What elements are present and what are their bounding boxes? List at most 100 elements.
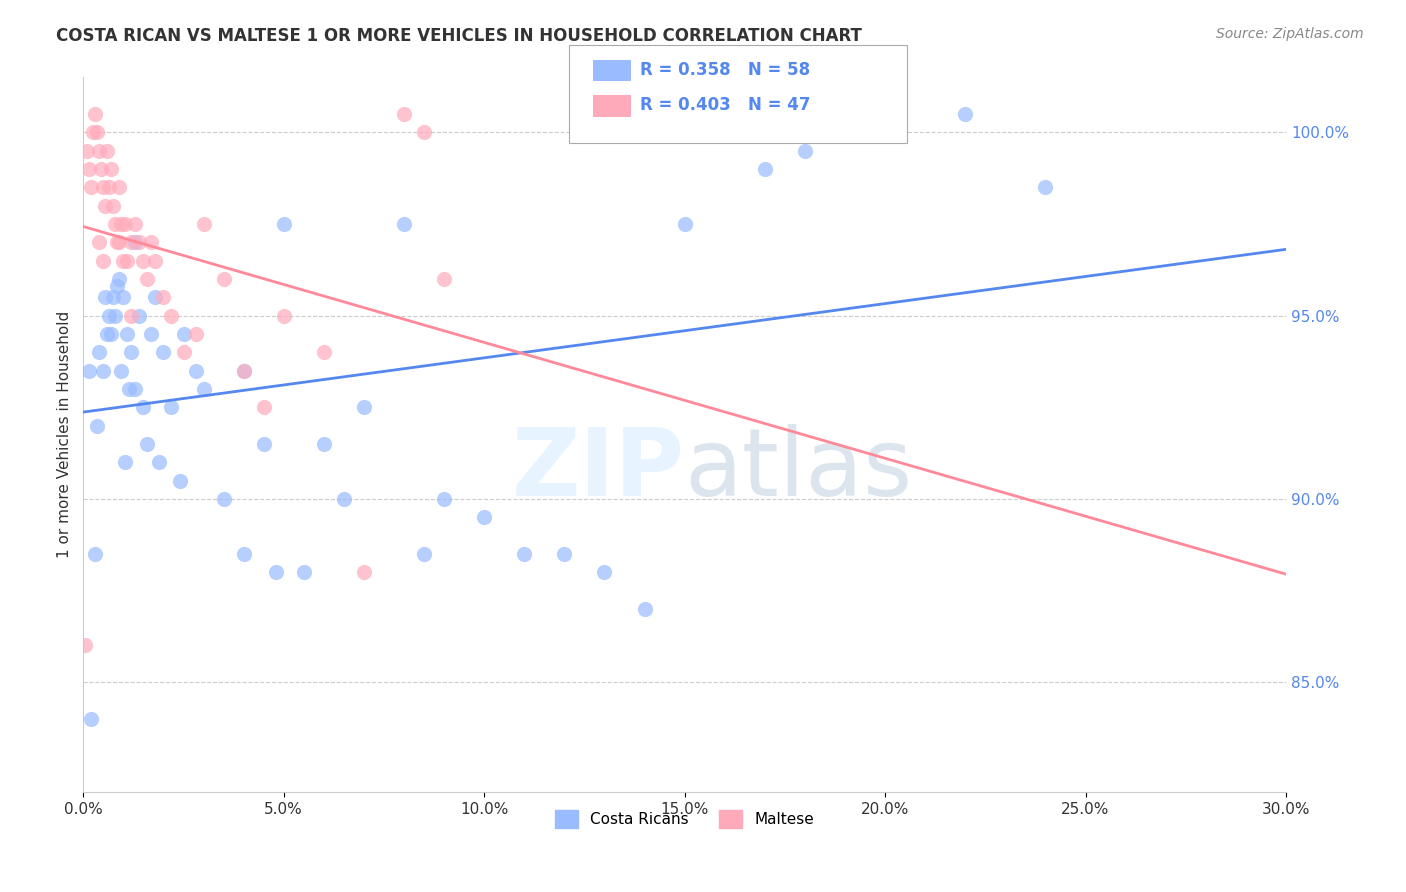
Point (82, 125, 104, 139)
Y-axis label: 1 or more Vehicles in Household: 1 or more Vehicles in Household (58, 311, 72, 558)
Point (232, 363, 254, 377)
Point (80, 180, 103, 194)
Text: R = 0.358   N = 58: R = 0.358 N = 58 (640, 61, 810, 78)
Point (232, 363, 254, 377)
Point (89, 144, 111, 158)
Point (100, 162, 122, 177)
Point (472, 510, 495, 524)
Point (80, 712, 103, 726)
Point (152, 345, 174, 359)
Point (89, 235, 111, 250)
Point (673, 217, 696, 231)
Point (94, 290, 117, 304)
Point (253, 437, 276, 451)
Point (169, 474, 191, 488)
Point (79, 162, 101, 177)
Point (160, 401, 183, 415)
Point (184, 363, 207, 377)
Point (96, 326, 118, 341)
Point (120, 309, 142, 323)
Point (413, 547, 436, 561)
Point (136, 437, 159, 451)
Point (160, 309, 183, 323)
Point (513, 547, 536, 561)
Point (873, 107, 896, 121)
Text: Source: ZipAtlas.com: Source: ZipAtlas.com (1216, 27, 1364, 41)
Point (193, 217, 215, 231)
Point (117, 253, 139, 268)
Point (114, 455, 136, 469)
Point (120, 235, 142, 250)
Point (100, 326, 122, 341)
Point (793, 144, 815, 158)
Point (232, 547, 254, 561)
Point (1035, 180, 1057, 194)
Point (433, 272, 456, 286)
Point (212, 272, 235, 286)
Point (108, 235, 131, 250)
Point (253, 401, 276, 415)
Point (96, 144, 118, 158)
Point (112, 253, 135, 268)
Text: R = 0.403   N = 47: R = 0.403 N = 47 (640, 96, 810, 114)
Point (110, 363, 132, 377)
Point (84, 547, 107, 561)
Point (392, 107, 415, 121)
Point (94, 199, 117, 213)
Text: COSTA RICAN VS MALTESE 1 OR MORE VEHICLES IN HOUSEHOLD CORRELATION CHART: COSTA RICAN VS MALTESE 1 OR MORE VEHICLE… (56, 27, 862, 45)
Point (91, 363, 114, 377)
Point (333, 491, 356, 506)
Point (117, 326, 139, 341)
Point (79, 363, 101, 377)
Point (124, 217, 146, 231)
Point (593, 565, 616, 579)
Point (98, 309, 121, 323)
Point (105, 235, 128, 250)
Point (86, 125, 108, 139)
Point (103, 290, 125, 304)
Point (141, 235, 163, 250)
Point (136, 272, 159, 286)
Text: ZIP: ZIP (512, 425, 685, 516)
Point (98, 180, 121, 194)
Point (132, 253, 155, 268)
Point (89, 345, 111, 359)
Legend: Costa Ricans, Maltese: Costa Ricans, Maltese (548, 804, 820, 834)
Point (413, 125, 436, 139)
Point (128, 235, 150, 250)
Point (105, 279, 128, 293)
Point (633, 601, 655, 615)
Point (273, 217, 295, 231)
Point (86, 418, 108, 433)
Point (84, 107, 107, 121)
Point (104, 309, 127, 323)
Point (152, 290, 174, 304)
Point (132, 401, 155, 415)
Point (90, 162, 112, 177)
Point (392, 217, 415, 231)
Point (91, 180, 114, 194)
Point (173, 326, 195, 341)
Point (353, 565, 375, 579)
Point (754, 162, 776, 177)
Point (173, 345, 195, 359)
Point (433, 491, 456, 506)
Point (120, 345, 142, 359)
Point (91, 253, 114, 268)
Point (108, 272, 131, 286)
Point (114, 217, 136, 231)
Point (76, 144, 98, 158)
Point (553, 547, 575, 561)
Point (184, 326, 207, 341)
Point (148, 455, 170, 469)
Point (264, 565, 287, 579)
Point (124, 235, 146, 250)
Point (273, 309, 295, 323)
Point (141, 326, 163, 341)
Point (104, 217, 127, 231)
Point (145, 253, 167, 268)
Point (118, 382, 141, 396)
Point (145, 290, 167, 304)
Point (312, 437, 335, 451)
Point (353, 401, 375, 415)
